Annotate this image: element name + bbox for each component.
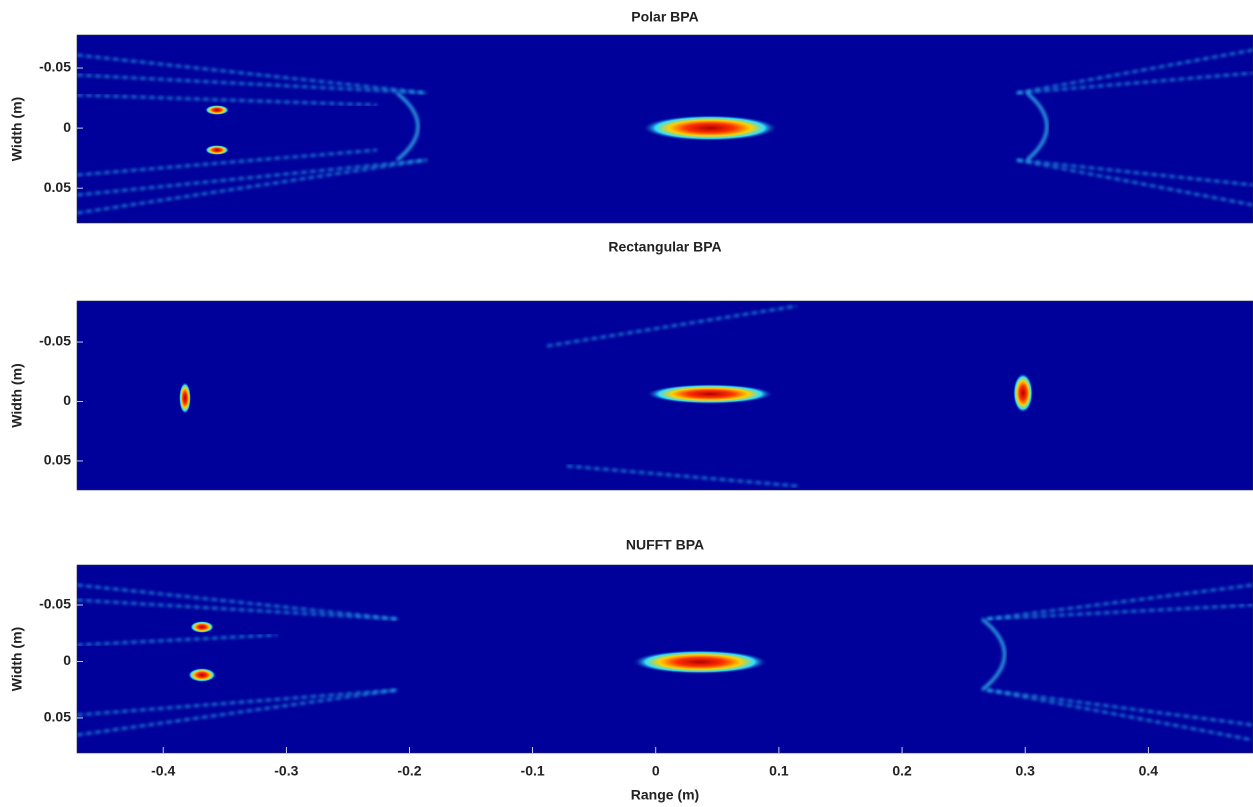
hot-spot — [1013, 373, 1033, 413]
y-tick-label: -0.05 — [39, 333, 71, 349]
hot-spot — [190, 621, 214, 633]
y-tick-label: 0 — [63, 652, 71, 668]
x-tick-label: -0.1 — [521, 763, 545, 779]
y-axis-label: Width (m) — [9, 97, 25, 161]
panel-title: NUFFT BPA — [626, 537, 704, 553]
y-tick-label: 0 — [63, 392, 71, 408]
x-axis-label: Range (m) — [631, 787, 699, 803]
heatmap — [77, 35, 1253, 223]
figure: Polar BPA Width (m) -0.05 0 0.05 Rectangular … — [0, 0, 1253, 807]
x-tick-label: 0.3 — [1015, 763, 1035, 779]
x-tick-label: -0.3 — [274, 763, 298, 779]
hot-spot — [188, 668, 216, 682]
hot-spot — [632, 650, 768, 674]
y-tick-label: 0 — [63, 119, 71, 135]
x-tick-label: 0 — [652, 763, 660, 779]
panel-title: Polar BPA — [631, 9, 698, 25]
hot-spot — [205, 145, 229, 155]
x-tick-label: 0.4 — [1139, 763, 1159, 779]
hot-spot — [205, 105, 229, 115]
hot-spot — [642, 115, 778, 141]
y-tick-label: -0.05 — [39, 59, 71, 75]
hot-spot — [179, 382, 191, 414]
hot-spot — [646, 384, 774, 404]
x-tick-label: 0.2 — [892, 763, 912, 779]
y-tick-label: 0.05 — [44, 452, 71, 468]
y-tick-label: -0.05 — [39, 596, 71, 612]
y-tick-label: 0.05 — [44, 179, 71, 195]
y-axis-label: Width (m) — [9, 627, 25, 691]
heatmap — [77, 301, 1253, 490]
panel-title: Rectangular BPA — [608, 239, 721, 255]
x-tick-label: -0.2 — [397, 763, 421, 779]
y-tick-label: 0.05 — [44, 709, 71, 725]
heatmap — [77, 565, 1253, 753]
x-tick-label: -0.4 — [151, 763, 175, 779]
x-tick-label: 0.1 — [769, 763, 789, 779]
y-axis-label: Width (m) — [9, 363, 25, 427]
